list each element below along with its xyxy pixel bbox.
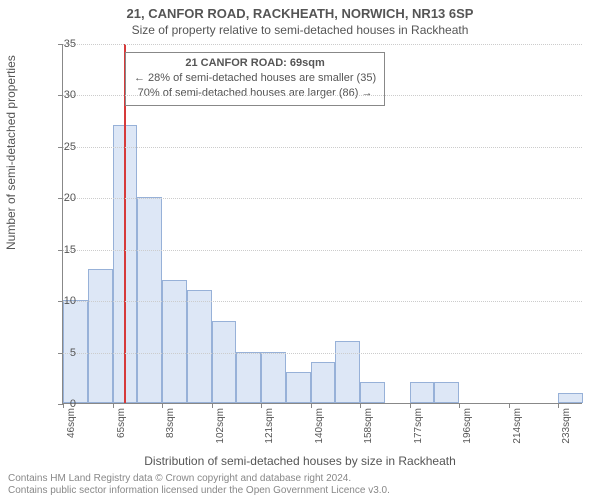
- xtick-mark: [212, 403, 213, 408]
- title-line-1: 21, CANFOR ROAD, RACKHEATH, NORWICH, NR1…: [0, 6, 600, 21]
- bar: [335, 341, 360, 403]
- gridline: [63, 250, 582, 251]
- ytick-label: 15: [46, 244, 76, 256]
- footer: Contains HM Land Registry data © Crown c…: [8, 473, 390, 497]
- ytick-label: 0: [46, 398, 76, 410]
- footer-line-1: Contains HM Land Registry data © Crown c…: [8, 473, 390, 485]
- gridline: [63, 44, 582, 45]
- ytick-label: 20: [46, 192, 76, 204]
- bar: [434, 382, 459, 403]
- bar: [261, 352, 286, 403]
- bar: [88, 269, 113, 403]
- xtick-mark: [558, 403, 559, 408]
- xtick-label: 177sqm: [413, 408, 424, 453]
- plot-area: 21 CANFOR ROAD: 69sqm ← 28% of semi-deta…: [62, 44, 582, 404]
- info-box: 21 CANFOR ROAD: 69sqm ← 28% of semi-deta…: [125, 52, 385, 106]
- bar: [311, 362, 336, 403]
- ytick-label: 25: [46, 141, 76, 153]
- bar: [558, 393, 583, 403]
- bar: [162, 280, 187, 403]
- xtick-label: 233sqm: [561, 408, 572, 453]
- footer-line-2: Contains public sector information licen…: [8, 485, 390, 497]
- xtick-mark: [113, 403, 114, 408]
- ytick-label: 30: [46, 89, 76, 101]
- xtick-mark: [459, 403, 460, 408]
- bar: [286, 372, 311, 403]
- gridline: [63, 198, 582, 199]
- x-axis-label: Distribution of semi-detached houses by …: [0, 454, 600, 468]
- xtick-label: 102sqm: [215, 408, 226, 453]
- xtick-label: 196sqm: [462, 408, 473, 453]
- chart-container: 21, CANFOR ROAD, RACKHEATH, NORWICH, NR1…: [0, 0, 600, 500]
- info-box-line-1: ← 28% of semi-detached houses are smalle…: [134, 71, 376, 86]
- gridline: [63, 147, 582, 148]
- xtick-mark: [509, 403, 510, 408]
- info-box-header: 21 CANFOR ROAD: 69sqm: [134, 56, 376, 71]
- y-axis-label: Number of semi-detached properties: [4, 55, 18, 250]
- bar: [236, 352, 261, 403]
- bar: [137, 197, 162, 403]
- gridline: [63, 95, 582, 96]
- gridline: [63, 301, 582, 302]
- bar: [410, 382, 435, 403]
- xtick-label: 158sqm: [363, 408, 374, 453]
- gridline: [63, 353, 582, 354]
- xtick-label: 46sqm: [66, 408, 77, 453]
- ytick-label: 35: [46, 38, 76, 50]
- xtick-label: 121sqm: [264, 408, 275, 453]
- bar: [187, 290, 212, 403]
- bar: [360, 382, 385, 403]
- info-box-line-2: 70% of semi-detached houses are larger (…: [134, 86, 376, 101]
- xtick-mark: [162, 403, 163, 408]
- xtick-mark: [360, 403, 361, 408]
- xtick-mark: [410, 403, 411, 408]
- title-line-2: Size of property relative to semi-detach…: [0, 23, 600, 37]
- xtick-mark: [261, 403, 262, 408]
- xtick-label: 83sqm: [165, 408, 176, 453]
- xtick-label: 214sqm: [512, 408, 523, 453]
- xtick-mark: [311, 403, 312, 408]
- xtick-label: 65sqm: [116, 408, 127, 453]
- xtick-label: 140sqm: [314, 408, 325, 453]
- ytick-label: 5: [46, 347, 76, 359]
- ytick-label: 10: [46, 295, 76, 307]
- bar: [212, 321, 237, 403]
